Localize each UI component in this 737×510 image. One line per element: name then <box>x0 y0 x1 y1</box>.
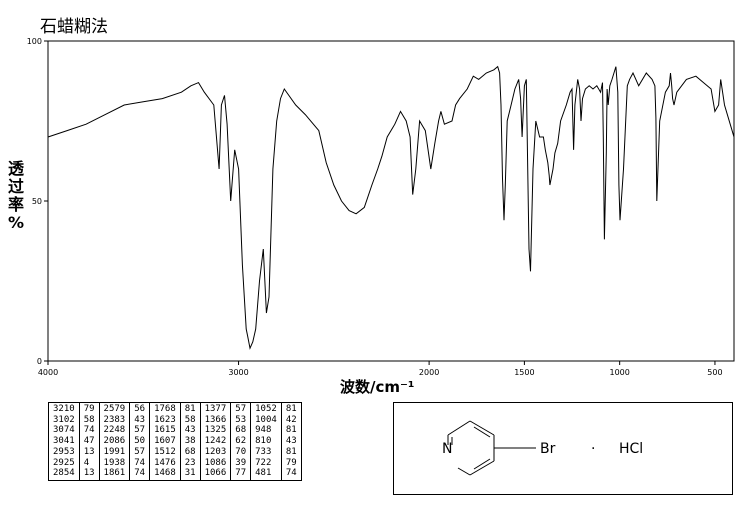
bromine-label: Br <box>540 441 556 457</box>
chart-title: 石蜡糊法 <box>40 17 108 37</box>
structure-drawing: N Br · HCl <box>442 420 643 476</box>
peak-wavenumber-column: 1052 1004 948 810 733 722 481 <box>250 402 282 481</box>
peak-wavenumber-column: 1768 1623 1615 1607 1512 1476 1468 <box>149 402 181 481</box>
y-axis-label-char: 率 <box>7 195 24 214</box>
y-axis-label-char: 过 <box>7 177 24 196</box>
peak-transmittance-column: 81 42 81 43 81 79 74 <box>280 402 302 481</box>
y-axis-label: 透 过 率 % <box>6 160 26 232</box>
y-axis-label-char: 透 <box>7 159 24 178</box>
nitrogen-atom-label: N <box>442 441 452 457</box>
peak-wavenumber-column: 2579 2383 2248 2086 1991 1938 1861 <box>98 402 131 481</box>
peak-table: 3210 3102 3074 3041 2953 2925 2854 79 58… <box>48 402 302 481</box>
peak-wavenumber-column: 3210 3102 3074 3041 2953 2925 2854 <box>48 402 80 481</box>
spectrum-chart: 4000 3000 2000 1500 1000 500 0 50 100 <box>27 37 735 377</box>
y-axis-label-char: % <box>7 213 25 232</box>
peak-transmittance-column: 57 53 68 62 70 39 77 <box>230 402 252 481</box>
plot-frame <box>47 40 735 362</box>
x-tick-label: 1000 <box>609 368 629 377</box>
x-tick-label: 3000 <box>228 368 248 377</box>
peak-transmittance-column: 56 43 57 50 57 74 74 <box>129 402 151 481</box>
structure-panel: N Br · HCl <box>393 402 733 495</box>
x-axis-label: 波数/cm⁻¹ <box>340 378 415 396</box>
axis-ticks: 4000 3000 2000 1500 1000 500 0 50 100 <box>27 37 723 377</box>
hcl-label: HCl <box>619 441 643 457</box>
salt-dot: · <box>591 441 595 457</box>
y-tick-label: 0 <box>37 357 42 366</box>
spectrum-series-line <box>47 65 735 350</box>
pyridine-ring <box>447 420 536 476</box>
peak-table-row: 3210 3102 3074 3041 2953 2925 2854 79 58… <box>48 402 302 481</box>
peak-transmittance-column: 81 58 43 38 68 23 31 <box>179 402 201 481</box>
x-tick-label: 2000 <box>419 368 439 377</box>
x-tick-label: 500 <box>707 368 722 377</box>
peak-transmittance-column: 79 58 74 47 13 4 13 <box>78 402 100 481</box>
y-tick-label: 100 <box>27 37 42 46</box>
x-tick-label: 4000 <box>38 368 58 377</box>
y-tick-label: 50 <box>32 197 42 206</box>
x-tick-label: 1500 <box>514 368 534 377</box>
peak-wavenumber-column: 1377 1366 1325 1242 1203 1086 1066 <box>199 402 232 481</box>
